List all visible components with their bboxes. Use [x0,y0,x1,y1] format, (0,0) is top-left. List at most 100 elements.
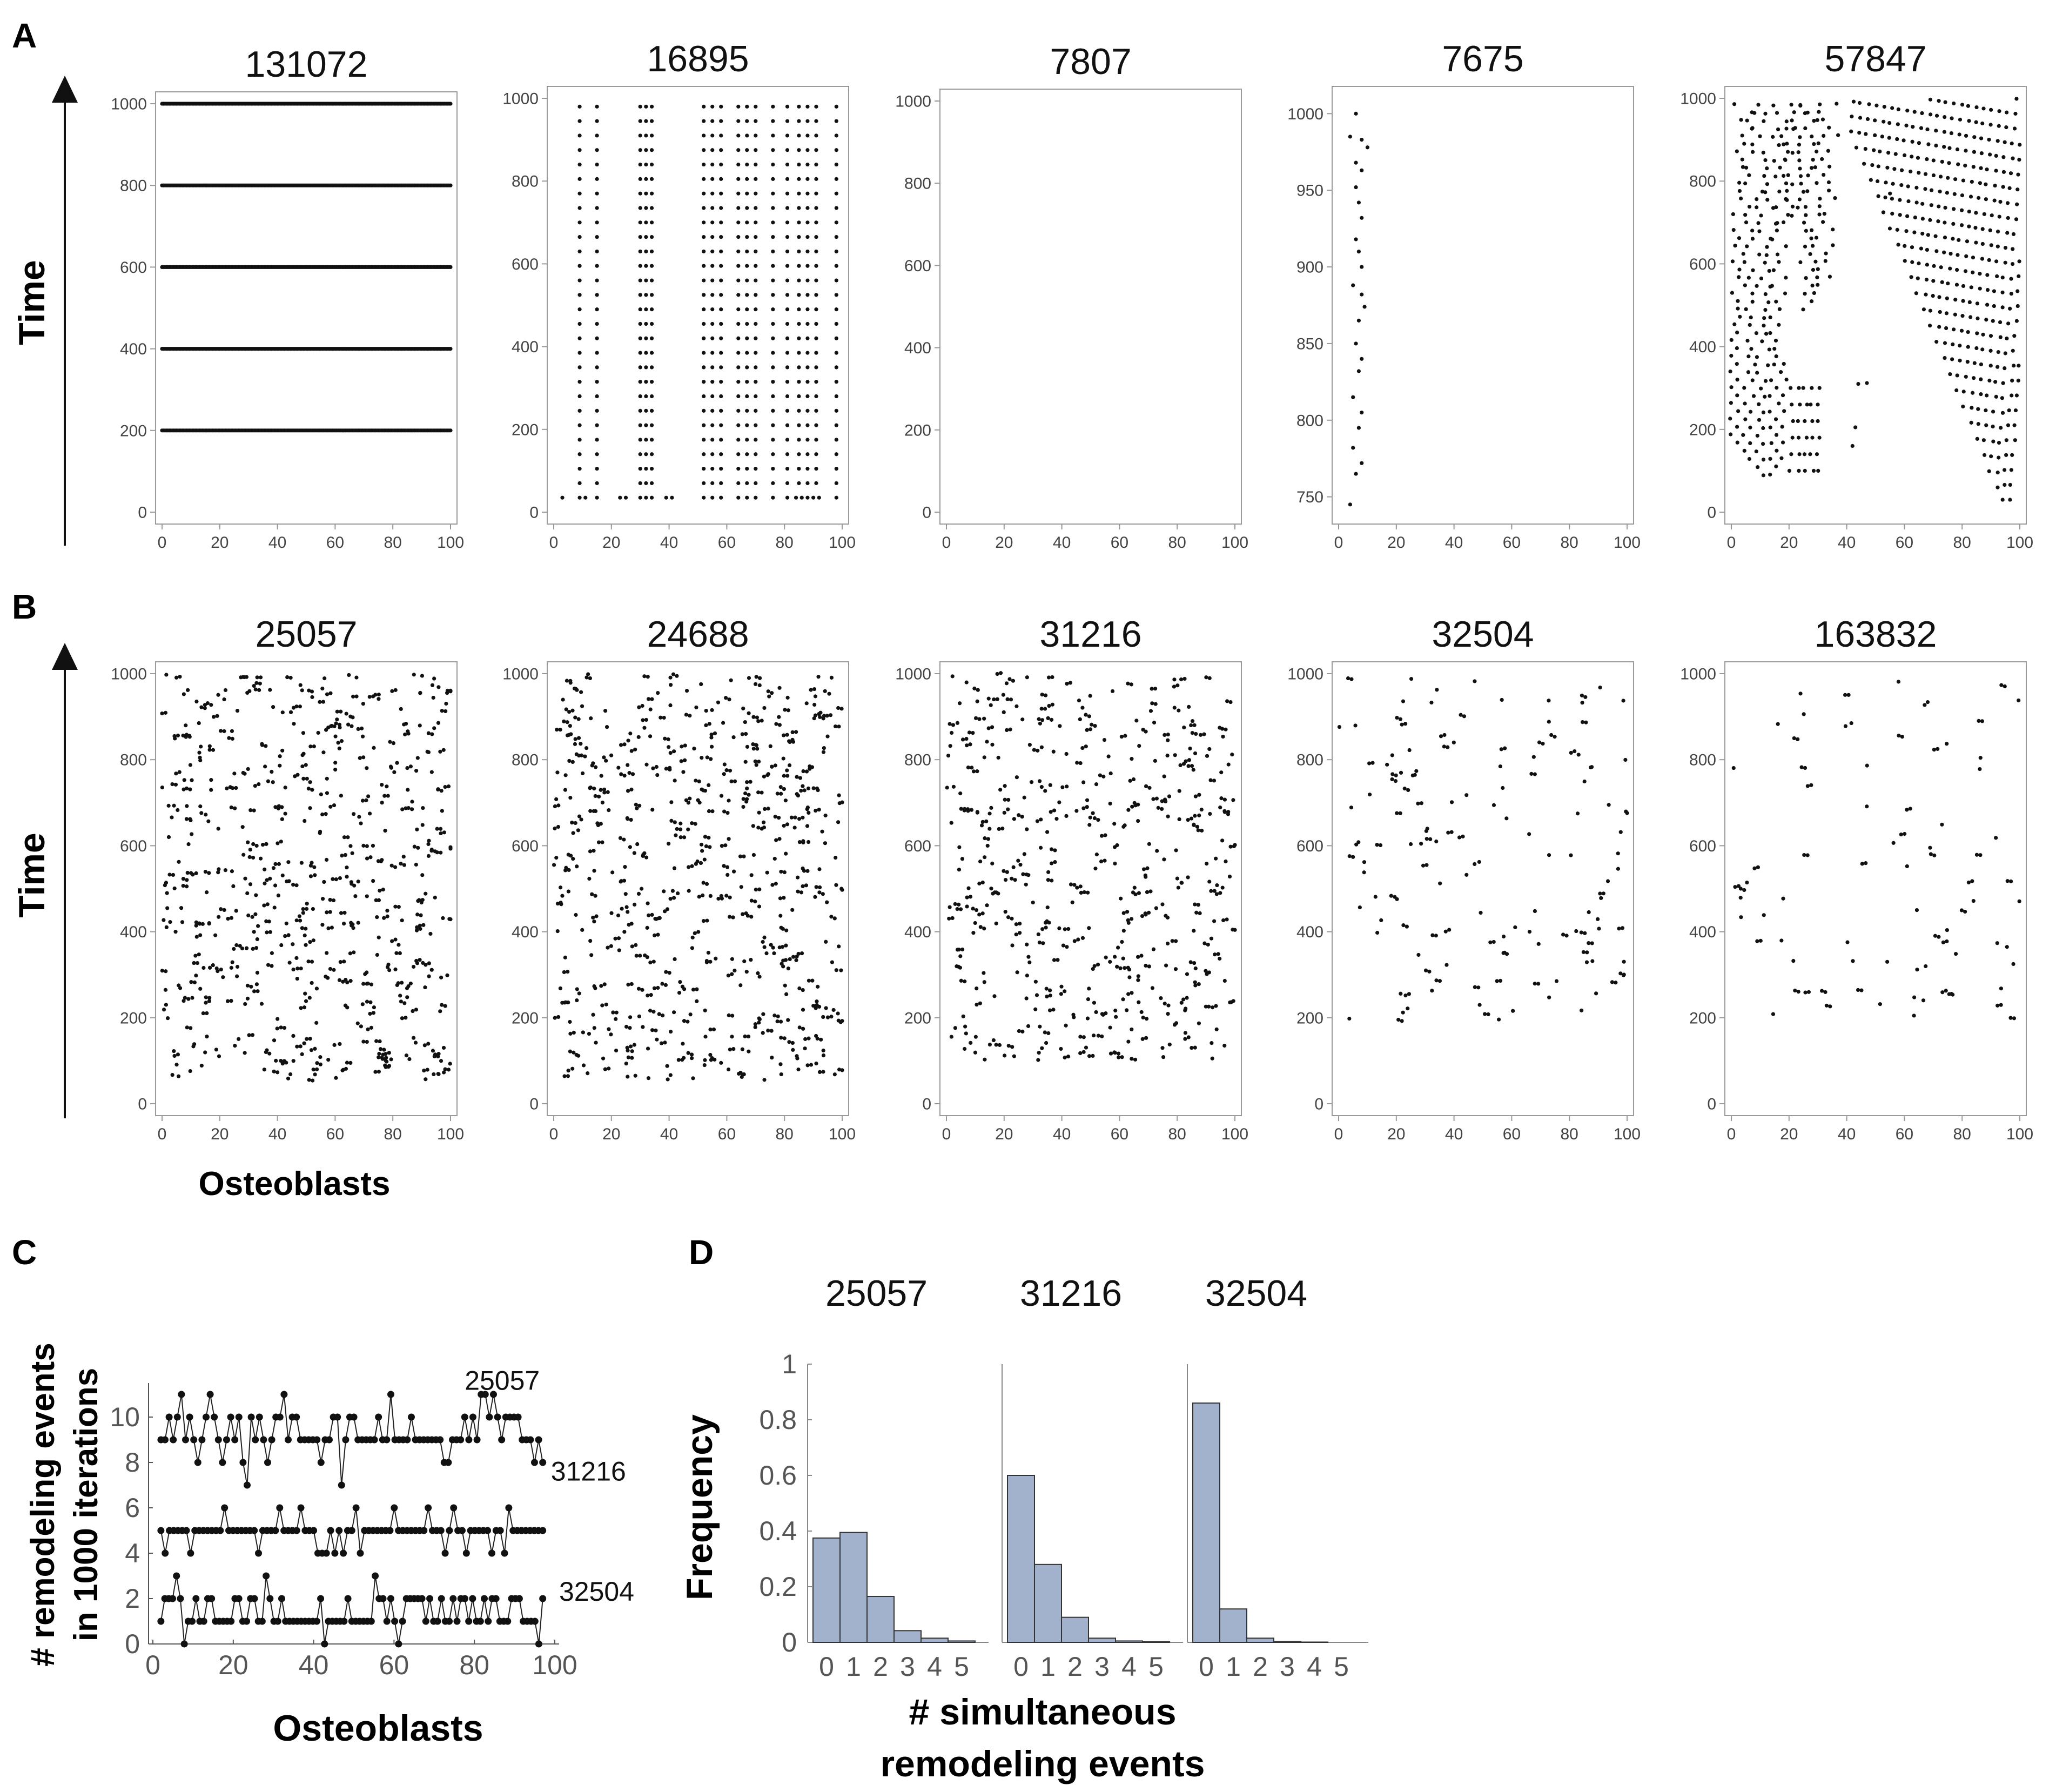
chart-5-point [384,1065,388,1069]
chart-5-point [278,763,282,768]
chart-1-point [834,249,838,254]
chart-5-point [384,1052,388,1056]
chart-10-series-point-25057 [223,1436,230,1444]
chart-7-ytick-label: 800 [904,751,931,769]
chart-5-point [347,673,351,677]
chart-1-point [577,365,582,370]
chart-4-point [1980,121,1985,126]
chart-6-point [652,986,657,990]
chart-8-point [1491,803,1496,807]
chart-6-point [803,1046,807,1051]
chart-4-point [1804,229,1808,233]
chart-4-point [2018,143,2022,147]
chart-1-point [638,104,642,109]
chart-5-point [207,744,212,748]
chart-1-ytick-label: 800 [512,173,539,191]
chart-1-point [595,133,599,138]
chart-4-point [1761,150,1765,155]
chart-7-point [995,697,999,701]
chart-7-point [1165,941,1170,946]
chart-7-point [1024,882,1028,887]
chart-8-point [1582,779,1587,784]
chart-4-point [1816,468,1820,473]
chart-6-point [756,719,761,723]
chart-5-point [424,963,428,967]
chart-7-point [1056,958,1060,962]
chart-6-point [626,982,630,987]
chart-7-point [1057,926,1061,930]
chart-4-point [2006,216,2010,220]
chart-8-point [1533,772,1537,776]
chart-8-point [1499,747,1503,751]
chart-7-point [971,730,975,735]
chart-7-point [1006,797,1011,802]
chart-4-point [1798,166,1802,171]
chart-7-point [1087,823,1092,827]
chart-6-point [614,1048,619,1053]
chart-5-point [330,723,334,728]
chart-4-point [1931,158,1936,163]
chart-7-point [1020,815,1024,819]
chart-8-point [1547,720,1551,724]
chart-8-point [1379,918,1383,922]
chart-7-point [1027,742,1032,747]
chart-6-point [593,794,597,798]
chart-7-point [1026,1024,1031,1028]
chart-5-point [439,831,443,836]
chart-9-point [1932,748,1936,752]
chart-4-point [1979,392,1983,397]
chart-10-series-point-25057 [338,1481,345,1489]
chart-1-point [702,249,706,254]
chart-9-point [1974,853,1979,857]
chart-5-xtick-label: 0 [158,1125,167,1143]
chart-1-point [644,191,648,196]
chart-4-point [1966,104,1971,108]
chart-7-point [1020,1029,1025,1034]
chart-8-point [1513,925,1517,930]
chart-5-point [283,786,287,790]
chart-8-point [1547,853,1551,857]
chart-4-point [1782,142,1786,146]
chart-6-point [616,766,621,770]
chart-4-point [1816,283,1820,287]
chart-1-point [577,278,582,283]
chart-7-point [1195,824,1200,829]
chart-1-point [771,278,775,283]
chart-4-point [1992,289,1997,293]
chart-6-point [817,808,821,812]
chart-4-point [1998,199,2003,204]
chart-6-point [797,817,802,821]
chart-9-point [1781,896,1785,901]
chart-7-point [1050,702,1054,707]
chart-5-point [401,855,406,859]
chart-7-point [1117,1055,1121,1059]
chart-9-point [1755,939,1759,943]
chart-6-point [562,1074,567,1078]
chart-8-point [1373,895,1378,899]
chart-7-point [1153,759,1157,763]
chart-6-point [811,786,816,790]
chart-6-point [568,681,573,685]
chart-9-point [1803,766,1808,770]
chart-4-point [1773,174,1778,179]
chart-7-frame [939,661,1242,1116]
chart-6-point [757,887,762,891]
chart-4-point [1982,212,1986,216]
chart-7-ytick-label: 400 [904,923,931,941]
chart-5-point [183,996,187,1000]
chart-4-point [1980,257,1985,261]
chart-6-point [817,890,822,895]
chart-7-point [1150,986,1155,990]
chart-1-point [754,235,758,239]
chart-6-point [778,1062,783,1066]
chart-1-point [797,177,801,181]
chart-1-point [736,235,741,239]
chart-5-point [298,1044,303,1049]
chart-7-point [1045,905,1050,910]
chart-6-point [636,891,641,896]
chart-6-point [783,708,787,712]
chart-6-point [728,768,733,773]
chart-7-point [1175,683,1180,688]
chart-5-point [194,699,199,704]
